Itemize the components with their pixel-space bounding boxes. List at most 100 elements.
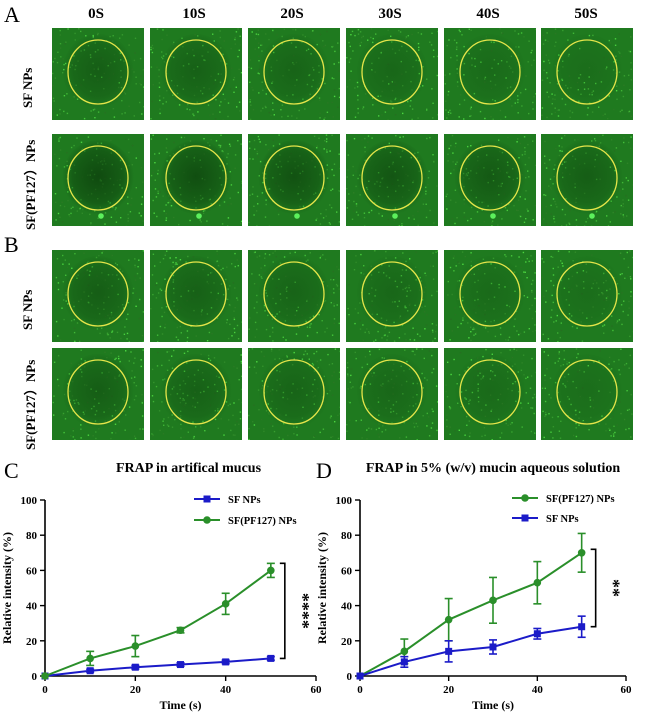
significance-marker: **** bbox=[293, 593, 313, 629]
data-point bbox=[533, 578, 542, 587]
tile-a2-1 bbox=[150, 134, 242, 226]
tile-b2-0 bbox=[52, 348, 144, 440]
tile-b1-2 bbox=[248, 250, 340, 342]
y-tick-label: 20 bbox=[341, 636, 353, 648]
tile-a2-3 bbox=[346, 134, 438, 226]
tile-b1-1 bbox=[150, 250, 242, 342]
time-label-0: 0S bbox=[88, 6, 104, 22]
chart-d: FRAP in 5% (w/v) mucin aqueous solution 0… bbox=[316, 461, 633, 712]
legend-item-1: SF NPs bbox=[512, 514, 579, 525]
tile-a2-0 bbox=[52, 134, 144, 226]
y-tick-label: 20 bbox=[26, 636, 38, 648]
data-point bbox=[131, 642, 140, 650]
series-line-1 bbox=[359, 625, 582, 677]
chart-c: FRAP in artifical mucus 0 20 40 60 0 20 40 60 80 1… bbox=[0, 461, 323, 712]
y-tick-label: 0 bbox=[32, 671, 38, 683]
time-label-5: 50S bbox=[574, 6, 598, 22]
x-tick-label: 60 bbox=[311, 684, 323, 696]
data-point bbox=[222, 658, 230, 666]
y-axis-label: Relative intensity (%) bbox=[0, 532, 14, 644]
panel-letter-a: A bbox=[4, 2, 20, 27]
tile-a1-5 bbox=[541, 28, 633, 120]
time-label-3: 30S bbox=[378, 6, 402, 22]
data-point bbox=[177, 661, 184, 669]
y-tick-label: 100 bbox=[21, 495, 38, 507]
x-axis-label: Time (s) bbox=[159, 698, 201, 712]
x-tick-label: 60 bbox=[621, 684, 633, 696]
y-tick-label: 80 bbox=[26, 530, 38, 542]
x-tick-label: 40 bbox=[532, 684, 544, 696]
series-line-0 bbox=[359, 551, 583, 677]
tile-b1-5 bbox=[541, 250, 633, 342]
x-tick-label: 20 bbox=[130, 684, 142, 696]
x-axis-label: Time (s) bbox=[472, 698, 514, 712]
y-tick-label: 60 bbox=[26, 565, 38, 577]
y-axis-label: Relative intensity (%) bbox=[316, 532, 329, 644]
significance-marker: ** bbox=[604, 579, 624, 597]
tile-a1-1 bbox=[150, 28, 242, 120]
y-tick-label: 0 bbox=[347, 671, 353, 683]
svg-text:SF(PF127) NPs: SF(PF127) NPs bbox=[228, 516, 297, 527]
panel-letter-c: C bbox=[4, 458, 19, 483]
y-tick-label: 60 bbox=[341, 565, 353, 577]
data-point bbox=[489, 643, 497, 651]
tile-b1-3 bbox=[346, 250, 438, 342]
tile-a1-4 bbox=[444, 28, 536, 120]
tile-a2-2 bbox=[248, 134, 340, 226]
y-tick-label: 40 bbox=[341, 601, 353, 613]
data-point bbox=[577, 549, 586, 557]
data-point bbox=[86, 654, 94, 663]
tile-a1-0 bbox=[52, 28, 144, 120]
tile-b2-3 bbox=[346, 348, 438, 440]
series-line-0 bbox=[44, 657, 271, 677]
data-point bbox=[86, 667, 94, 675]
tile-a2-4 bbox=[444, 134, 536, 226]
chart-title: FRAP in artifical mucus bbox=[116, 461, 262, 476]
row-label-a1: SF NPs bbox=[20, 67, 35, 108]
data-point bbox=[400, 658, 408, 666]
legend-item-1: SF(PF127) NPs bbox=[194, 516, 297, 527]
data-point bbox=[267, 654, 275, 662]
time-label-2: 20S bbox=[280, 6, 304, 22]
tile-a1-2 bbox=[248, 28, 340, 120]
tile-a2-5 bbox=[541, 134, 633, 226]
tile-b1-0 bbox=[52, 250, 144, 342]
data-point bbox=[221, 600, 230, 608]
y-tick-label: 100 bbox=[336, 495, 353, 507]
time-label-1: 10S bbox=[182, 6, 206, 22]
tile-b2-1 bbox=[150, 348, 242, 440]
x-tick-label: 20 bbox=[443, 684, 455, 696]
data-point bbox=[267, 566, 275, 575]
data-point bbox=[131, 663, 139, 671]
data-point bbox=[400, 647, 409, 656]
y-tick-label: 80 bbox=[341, 530, 353, 542]
x-tick-label: 0 bbox=[357, 684, 363, 696]
data-point bbox=[41, 672, 49, 680]
svg-text:SF(PF127) NPs: SF(PF127) NPs bbox=[546, 494, 615, 505]
data-point bbox=[445, 647, 453, 655]
tile-b1-4 bbox=[444, 250, 536, 342]
legend-item-0: SF(PF127) NPs bbox=[512, 494, 615, 505]
tile-b2-4 bbox=[444, 348, 536, 440]
panel-letter-d: D bbox=[316, 458, 332, 483]
row-label-a2: SF(PF127）NPs bbox=[23, 139, 38, 230]
panel-letter-b: B bbox=[4, 232, 19, 257]
svg-text:SF NPs: SF NPs bbox=[546, 514, 579, 525]
row-label-b2: SF(PF127）NPs bbox=[23, 359, 38, 450]
x-tick-label: 40 bbox=[220, 684, 232, 696]
tile-b2-5 bbox=[541, 348, 633, 440]
time-label-4: 40S bbox=[476, 6, 500, 22]
data-point bbox=[533, 630, 541, 638]
data-point bbox=[444, 615, 453, 624]
x-tick-label: 0 bbox=[42, 684, 48, 696]
data-point bbox=[489, 596, 497, 605]
tile-b2-2 bbox=[248, 348, 340, 440]
tile-a1-3 bbox=[346, 28, 438, 120]
svg-text:SF NPs: SF NPs bbox=[228, 495, 261, 506]
y-tick-label: 40 bbox=[26, 601, 38, 613]
data-point bbox=[176, 626, 185, 635]
data-point bbox=[578, 623, 586, 631]
row-label-b1: SF NPs bbox=[20, 289, 35, 330]
series-line-1 bbox=[44, 569, 272, 677]
data-point bbox=[356, 672, 364, 680]
